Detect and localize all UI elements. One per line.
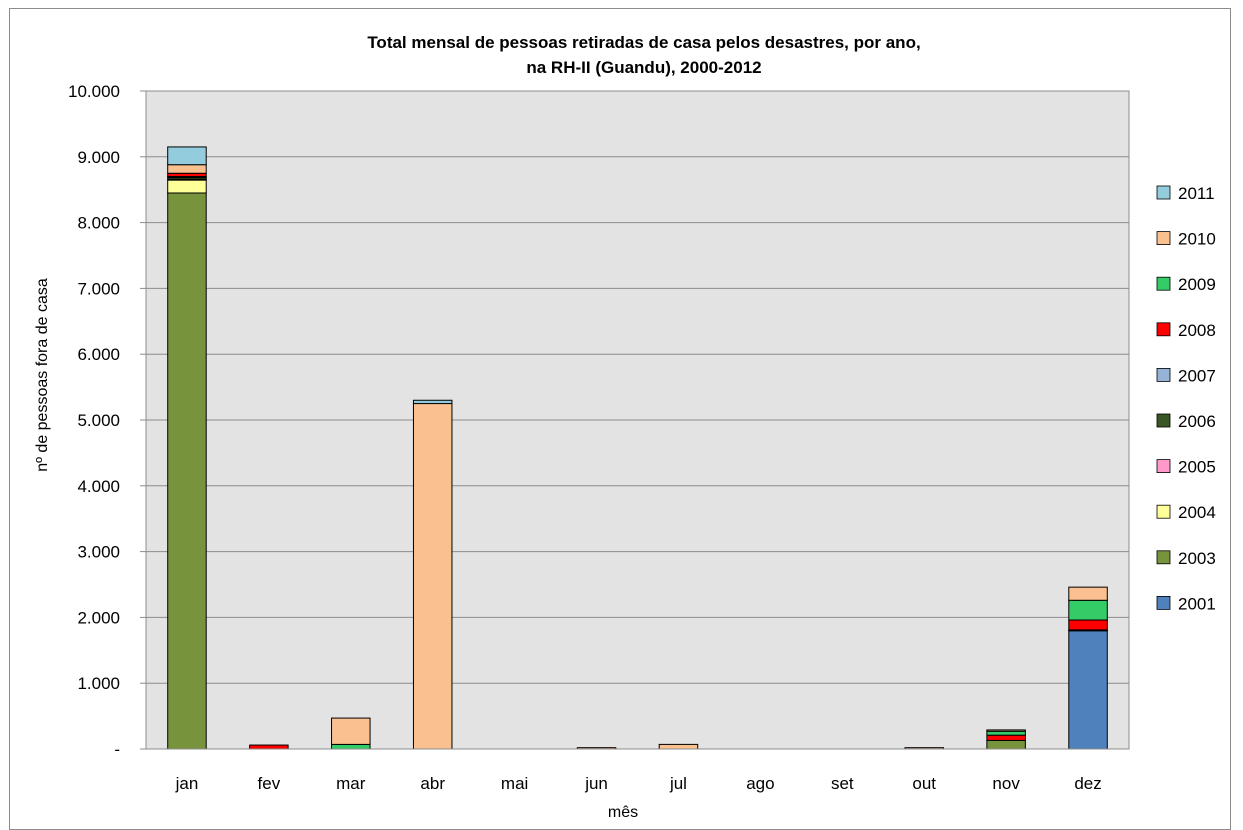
legend: 2011 2010 2009 2008 2007 2006 2005 2004 2003 2001	[1156, 184, 1216, 613]
legend-label-2005: 2005	[1178, 458, 1216, 477]
legend-label-2009: 2009	[1178, 275, 1216, 294]
y-axis-ticks: - 1.000 2.000 3.000 4.000 5.000 6.000 7.000 8.00…	[68, 82, 146, 759]
legend-swatch-2006	[1156, 413, 1171, 428]
y-tick-label: 4.000	[77, 477, 120, 496]
chart-subtitle: na RH-II (Guandu), 2000-2012	[526, 58, 761, 77]
y-tick-label: 10.000	[68, 82, 120, 101]
bar-segment-jan-2011	[167, 146, 207, 166]
legend-swatch-2009	[1156, 276, 1171, 291]
legend-label-2006: 2006	[1178, 412, 1216, 431]
x-tick-label: mar	[336, 774, 366, 793]
legend-swatch-2008	[1156, 322, 1171, 337]
bar-segment-fev-2008	[249, 744, 289, 750]
legend-label-2001: 2001	[1178, 594, 1216, 613]
bar-segment-mar-2010	[331, 717, 371, 745]
x-tick-label: fev	[258, 774, 281, 793]
y-tick-label: 9.000	[77, 148, 120, 167]
bar-segment-abr-2011	[412, 399, 453, 405]
bar-segment-abr-2010	[412, 403, 453, 750]
x-tick-label: set	[831, 774, 854, 793]
bar-segment-nov-2008	[986, 734, 1026, 741]
bar-segment-dez-2010	[1068, 586, 1108, 601]
x-tick-label: jan	[175, 774, 199, 793]
chart-title: Total mensal de pessoas retiradas de cas…	[367, 33, 920, 52]
y-tick-label: 6.000	[77, 345, 120, 364]
legend-label-2004: 2004	[1178, 503, 1216, 522]
legend-swatch-2007	[1156, 367, 1171, 382]
x-axis-ticks: jan fev mar abr mai jun jul ago set out nov dez	[175, 774, 1102, 793]
bar-segment-dez-2001	[1068, 630, 1108, 750]
legend-label-2010: 2010	[1178, 230, 1216, 249]
legend-swatch-2010	[1156, 231, 1171, 246]
x-tick-label: jun	[584, 774, 608, 793]
legend-swatch-2005	[1156, 459, 1171, 474]
x-tick-label: abr	[420, 774, 445, 793]
x-tick-label: dez	[1074, 774, 1101, 793]
bar-segment-nov-2010	[986, 729, 1026, 732]
y-tick-label: 5.000	[77, 411, 120, 430]
bar-segment-nov-2003	[986, 739, 1026, 750]
legend-swatch-2001	[1156, 596, 1171, 610]
x-tick-label: out	[912, 774, 936, 793]
y-tick-label: -	[114, 740, 120, 759]
y-axis-title: nº de pessoas fora de casa	[34, 278, 51, 472]
bar-segment-jan-2004	[167, 179, 207, 194]
gridlines	[146, 90, 1129, 684]
legend-label-2011: 2011	[1178, 184, 1215, 203]
bar-segment-jan-2003	[167, 192, 207, 750]
bar-segment-dez-2008	[1068, 619, 1108, 631]
bar-segment-nov-2009	[986, 730, 1026, 736]
x-axis-title: mês	[608, 804, 638, 821]
y-tick-label: 7.000	[77, 279, 120, 298]
bar-segment-jan-2010	[167, 164, 207, 174]
x-tick-label: jul	[669, 774, 687, 793]
bar-segment-mar-2009	[331, 743, 371, 750]
legend-label-2007: 2007	[1178, 366, 1216, 385]
legend-swatch-2011	[1156, 185, 1171, 200]
y-tick-label: 2.000	[77, 608, 120, 627]
x-tick-label: mai	[501, 774, 528, 793]
legend-swatch-2003	[1156, 550, 1171, 565]
bar-segment-jul-2010	[658, 743, 699, 750]
x-tick-label: nov	[992, 774, 1020, 793]
y-tick-label: 3.000	[77, 543, 120, 562]
y-tick-label: 1.000	[77, 674, 120, 693]
legend-swatch-2004	[1156, 504, 1171, 519]
legend-label-2008: 2008	[1178, 321, 1216, 340]
x-tick-label: ago	[746, 774, 774, 793]
legend-label-2003: 2003	[1178, 549, 1216, 568]
bar-segment-dez-2009	[1068, 599, 1108, 621]
y-tick-label: 8.000	[77, 214, 120, 233]
